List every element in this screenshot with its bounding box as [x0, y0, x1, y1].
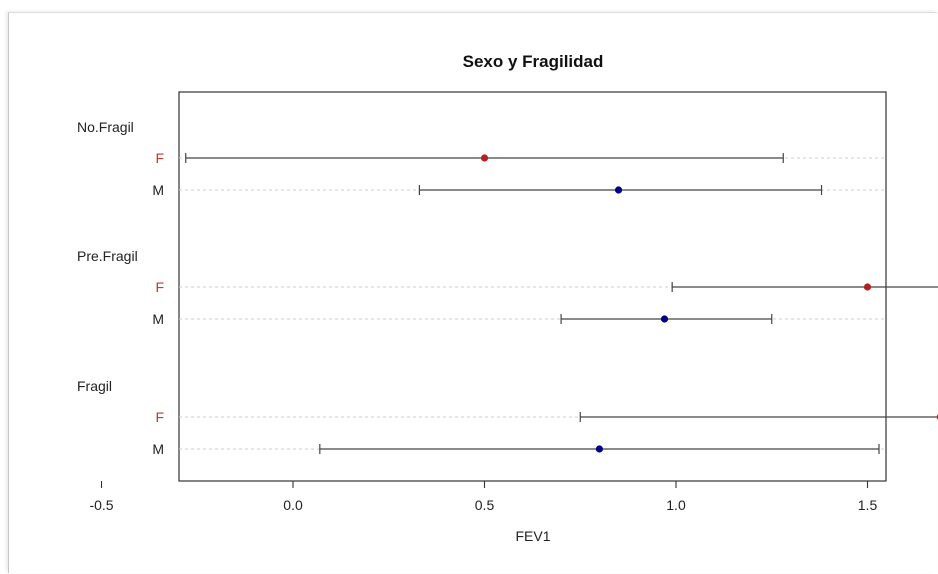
x-tick-label: 1.0 — [666, 497, 686, 513]
x-axis-label: FEV1 — [515, 528, 550, 544]
x-tick-label: 1.5 — [858, 497, 878, 513]
point-estimate — [595, 445, 604, 453]
row-label: F — [155, 150, 164, 166]
point-estimate — [863, 283, 872, 291]
point-estimate — [660, 315, 669, 323]
row-label: M — [152, 182, 164, 198]
group-label: Fragil — [77, 378, 112, 394]
point-estimate — [614, 186, 623, 194]
row-label: F — [155, 279, 164, 295]
x-tick-label: -0.5 — [89, 497, 113, 513]
grid-lines — [179, 157, 886, 450]
row-label: F — [155, 409, 164, 425]
x-tick-label: 0.5 — [475, 497, 495, 513]
row-label: M — [152, 311, 164, 327]
chart-title: Sexo y Fragilidad — [463, 52, 604, 71]
group-label: No.Fragil — [77, 119, 134, 135]
group-label: Pre.Fragil — [77, 248, 138, 264]
x-axis: -0.50.00.51.01.52.02.53.0 — [89, 481, 878, 513]
row-label: M — [152, 441, 164, 457]
figure-frame — [8, 12, 937, 573]
interval-marks — [185, 153, 938, 454]
point-estimate — [480, 154, 489, 162]
x-tick-label: 0.0 — [283, 497, 303, 513]
